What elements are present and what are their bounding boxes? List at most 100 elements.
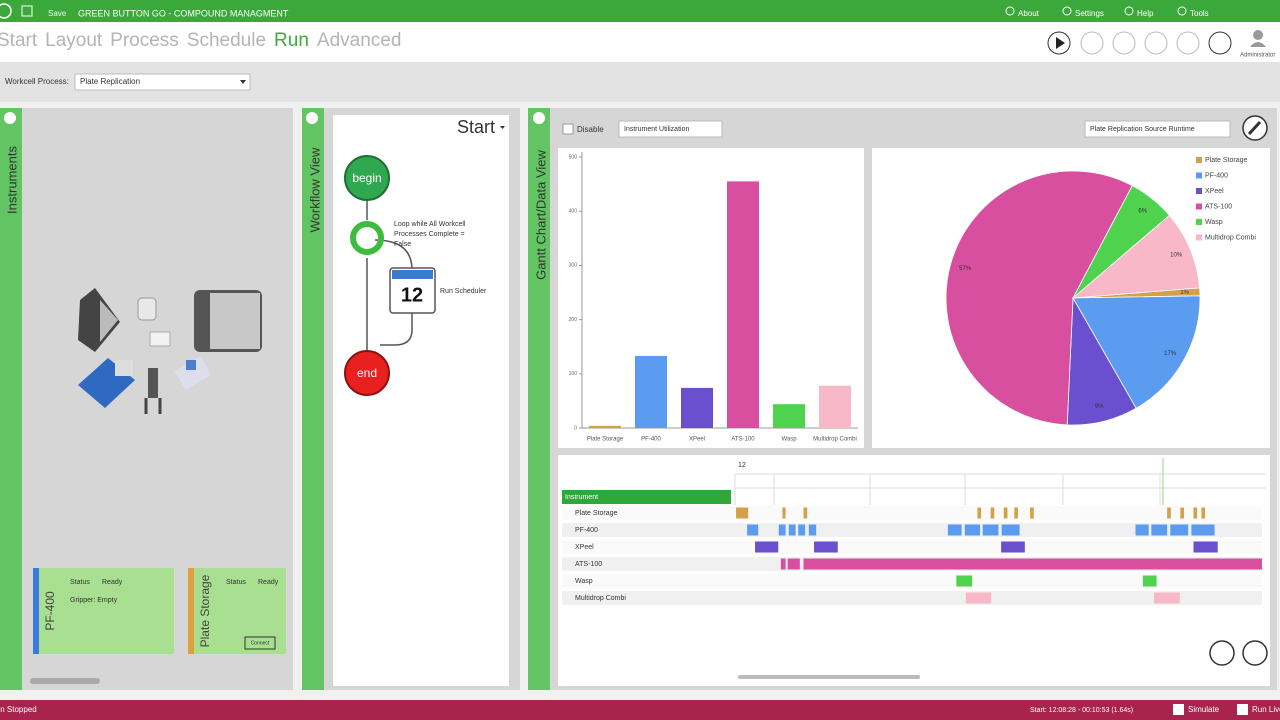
view-value[interactable]: Instrument Utilization xyxy=(624,126,689,133)
source-dropdown[interactable] xyxy=(1084,120,1231,138)
run-live-label[interactable]: Run Live xyxy=(1252,705,1280,714)
simulate-label[interactable]: Simulate xyxy=(1188,705,1220,714)
pause-button[interactable] xyxy=(1112,31,1136,55)
gantt-row xyxy=(562,523,1262,537)
nav-tab[interactable]: Start xyxy=(0,30,38,51)
dropdown-arrow xyxy=(240,80,246,84)
stop-button[interactable] xyxy=(1080,31,1104,55)
collapse-button[interactable] xyxy=(4,112,16,124)
source-value[interactable]: Plate Replication Source Runtime xyxy=(1090,126,1195,133)
process-label: Workcell Process: xyxy=(5,77,69,86)
legend-label[interactable]: ATS-100 xyxy=(1205,203,1232,210)
gantt-bar xyxy=(780,558,786,570)
pie-label: 1% xyxy=(1180,290,1189,296)
scheduler-label: Run Scheduler xyxy=(440,288,487,295)
run-live-checkbox[interactable] xyxy=(1237,704,1248,715)
y-tick-label: 0 xyxy=(574,425,577,431)
gantt-bar xyxy=(1014,507,1018,519)
legend-label[interactable]: PF-400 xyxy=(1205,172,1228,179)
gantt-bar xyxy=(1180,507,1185,519)
end-node[interactable] xyxy=(344,350,390,396)
gantt-row-label: Wasp xyxy=(575,578,593,585)
gantt-row xyxy=(562,540,1262,554)
simulate-checkbox[interactable] xyxy=(1173,704,1184,715)
nav-tab[interactable]: Schedule xyxy=(187,30,266,51)
collapse-button[interactable] xyxy=(533,112,545,124)
gantt-header xyxy=(562,490,731,504)
process-value[interactable]: Plate Replication xyxy=(80,77,140,86)
instrument-card[interactable] xyxy=(33,568,174,654)
nav-tab[interactable]: Process xyxy=(110,30,179,51)
gantt-bar xyxy=(1167,507,1171,519)
panel-strip xyxy=(0,108,22,690)
user-name[interactable]: Administrator xyxy=(1240,53,1275,59)
y-tick-label: 200 xyxy=(569,317,578,323)
begin-node[interactable] xyxy=(344,155,390,201)
legend-label[interactable]: Plate Storage xyxy=(1205,157,1248,164)
workflow-canvas xyxy=(333,115,509,686)
menu-item[interactable]: Settings xyxy=(1075,9,1104,18)
menu-item[interactable]: Tools xyxy=(1190,9,1209,18)
charts: 0 100 200 300 400 500 Plate Storage PF-400 XPeel… xyxy=(569,152,1256,443)
instrument-card[interactable] xyxy=(188,568,286,654)
gantt-row xyxy=(562,506,1262,520)
end-label: end xyxy=(357,366,377,380)
menu-icon xyxy=(1177,6,1187,16)
legend-swatch xyxy=(1196,188,1202,194)
nav-tab[interactable]: Run xyxy=(274,30,309,51)
card-button[interactable] xyxy=(244,636,276,650)
menu-icon xyxy=(1005,6,1015,16)
pie-label: 10% xyxy=(1170,253,1183,259)
workflow-start[interactable]: Start xyxy=(457,117,495,137)
step-button[interactable] xyxy=(1144,31,1168,55)
card-detail: Gripper: Empty xyxy=(70,597,118,604)
gantt-scrollbar[interactable] xyxy=(738,675,920,679)
y-tick-label: 400 xyxy=(569,209,578,215)
gantt-row-label: Multidrop Combi xyxy=(575,595,626,602)
gantt-bar xyxy=(977,507,982,519)
legend-label[interactable]: XPeel xyxy=(1205,188,1224,195)
calendar-icon[interactable] xyxy=(389,267,436,314)
card-button-label[interactable]: Connect xyxy=(251,640,270,646)
collapse-button[interactable] xyxy=(306,112,318,124)
process-dropdown[interactable] xyxy=(74,73,251,91)
legend-label[interactable]: Multidrop Combi xyxy=(1205,234,1256,241)
nav-tab[interactable]: Advanced xyxy=(317,30,402,51)
pie-label: 57% xyxy=(959,266,972,272)
save-label[interactable]: Save xyxy=(48,9,67,18)
nav-bar xyxy=(0,22,1280,62)
scrollbar[interactable] xyxy=(30,678,100,684)
pie-label: 6% xyxy=(1138,208,1147,214)
panel-strip xyxy=(528,108,550,690)
zoom-out-button[interactable] xyxy=(1242,640,1268,666)
save-icon[interactable] xyxy=(21,5,33,17)
play-button[interactable] xyxy=(1047,31,1071,55)
zoom-in-button[interactable] xyxy=(1209,640,1235,666)
pie-slice xyxy=(1072,295,1201,409)
sim-button[interactable] xyxy=(1208,31,1232,55)
panel-title: Instruments xyxy=(4,146,19,214)
legend-label[interactable]: Wasp xyxy=(1205,219,1223,226)
x-tick-label: Wasp xyxy=(781,437,797,443)
nav-tab[interactable]: Layout xyxy=(45,30,103,51)
disable-label[interactable]: Disable xyxy=(577,125,604,134)
menu-item[interactable]: About xyxy=(1018,9,1040,18)
gantt-row xyxy=(562,591,1262,605)
loop-line: Loop while All Workcell xyxy=(394,221,466,228)
gantt-bar xyxy=(1003,507,1008,519)
begin-label: begin xyxy=(352,171,381,185)
menu-icon xyxy=(1062,6,1072,16)
loop-icon[interactable] xyxy=(350,221,384,255)
gantt-row-label: Plate Storage xyxy=(575,510,618,517)
view-dropdown[interactable] xyxy=(618,120,723,138)
y-tick-label: 300 xyxy=(569,263,578,269)
gantt-bar xyxy=(1193,541,1218,553)
app-icon xyxy=(0,3,12,19)
x-tick-label: Multidrop Combi xyxy=(813,437,857,443)
user-icon[interactable] xyxy=(1253,30,1263,40)
abort-button[interactable] xyxy=(1176,31,1200,55)
status-label: Status xyxy=(70,579,90,586)
disable-checkbox[interactable] xyxy=(562,123,574,135)
menu-item[interactable]: Help xyxy=(1137,9,1154,18)
